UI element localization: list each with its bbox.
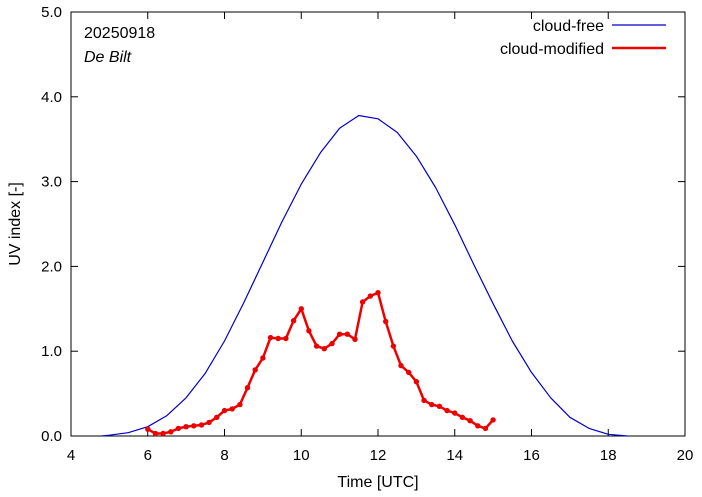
data-point-cloud-modified [344,331,350,337]
date-annotation: 20250918 [84,25,155,42]
data-point-cloud-modified [191,423,197,429]
data-point-cloud-modified [260,355,266,361]
x-tick-label: 16 [523,447,540,464]
legend-label-cloud-free: cloud-free [533,18,604,35]
x-tick-label: 4 [67,447,75,464]
x-tick-label: 8 [220,447,228,464]
data-point-cloud-modified [290,318,297,324]
data-point-cloud-modified [459,414,466,420]
data-point-cloud-modified [152,430,159,437]
data-point-cloud-modified [160,430,166,437]
x-tick-label: 10 [293,447,310,464]
axis-ticks [70,11,686,437]
legend-label-cloud-modified: cloud-modified [500,41,604,58]
data-point-cloud-modified [244,385,251,391]
data-point-cloud-modified [367,293,373,299]
data-point-cloud-modified [383,318,389,325]
x-axis-label: Time [UTC] [337,474,418,491]
data-point-cloud-modified [413,379,420,385]
data-point-cloud-modified [175,425,182,432]
data-point-cloud-modified [490,417,496,423]
data-point-cloud-modified [475,423,481,429]
data-point-cloud-modified [313,343,320,349]
legend: cloud-free cloud-modified [500,18,666,58]
x-tick-label: 14 [446,447,463,464]
data-point-cloud-modified [329,340,335,347]
x-tick-label: 18 [600,447,617,464]
data-point-cloud-modified [221,407,228,414]
y-tick-labels: 0.0 1.0 2.0 3.0 4.0 5.0 [41,4,62,445]
data-point-cloud-modified [467,418,473,424]
data-point-cloud-modified [145,426,151,432]
y-axis-label: UV index [-] [7,182,24,266]
y-tick-label: 4.0 [41,89,62,106]
data-point-cloud-modified [275,335,281,342]
location-annotation: De Bilt [84,49,132,66]
data-point-cloud-modified [359,299,366,305]
data-point-cloud-modified [321,346,327,352]
y-tick-label: 0.0 [41,428,62,445]
x-tick-label: 12 [370,447,387,464]
data-point-cloud-modified [183,424,189,430]
data-point-cloud-modified [206,419,212,426]
y-tick-label: 2.0 [41,258,62,275]
data-point-cloud-modified [336,331,343,337]
data-point-cloud-modified [283,335,289,342]
data-point-cloud-modified [237,401,243,408]
series-line-cloud-free [101,114,628,437]
data-point-cloud-modified [168,429,174,435]
data-point-cloud-modified [252,367,258,373]
data-point-cloud-modified [452,410,458,416]
data-point-cloud-modified [375,290,381,296]
x-tick-label: 20 [677,447,694,464]
data-point-cloud-modified [298,306,304,312]
x-tick-labels: 4 6 8 10 12 14 16 18 20 [67,447,694,464]
series-line-cloud-modified [147,291,495,435]
series-layer [101,114,628,437]
data-point-cloud-modified [444,407,450,414]
data-point-cloud-modified [482,425,489,432]
data-point-cloud-modified [306,328,312,334]
y-tick-label: 1.0 [41,343,62,360]
data-point-cloud-modified [429,401,435,408]
plot-frame [70,11,686,437]
data-point-cloud-modified [267,334,274,341]
y-tick-label: 3.0 [41,174,62,191]
x-tick-label: 6 [144,447,152,464]
data-point-cloud-modified [421,397,427,404]
data-point-cloud-modified [406,369,412,376]
data-point-cloud-modified [390,343,397,349]
data-point-cloud-modified [436,403,443,409]
data-point-cloud-modified [229,406,235,412]
data-point-cloud-modified [352,336,358,342]
data-point-cloud-modified [214,414,220,420]
data-point-cloud-modified [198,422,205,428]
data-point-cloud-modified [398,362,404,369]
y-tick-label: 5.0 [41,4,62,21]
